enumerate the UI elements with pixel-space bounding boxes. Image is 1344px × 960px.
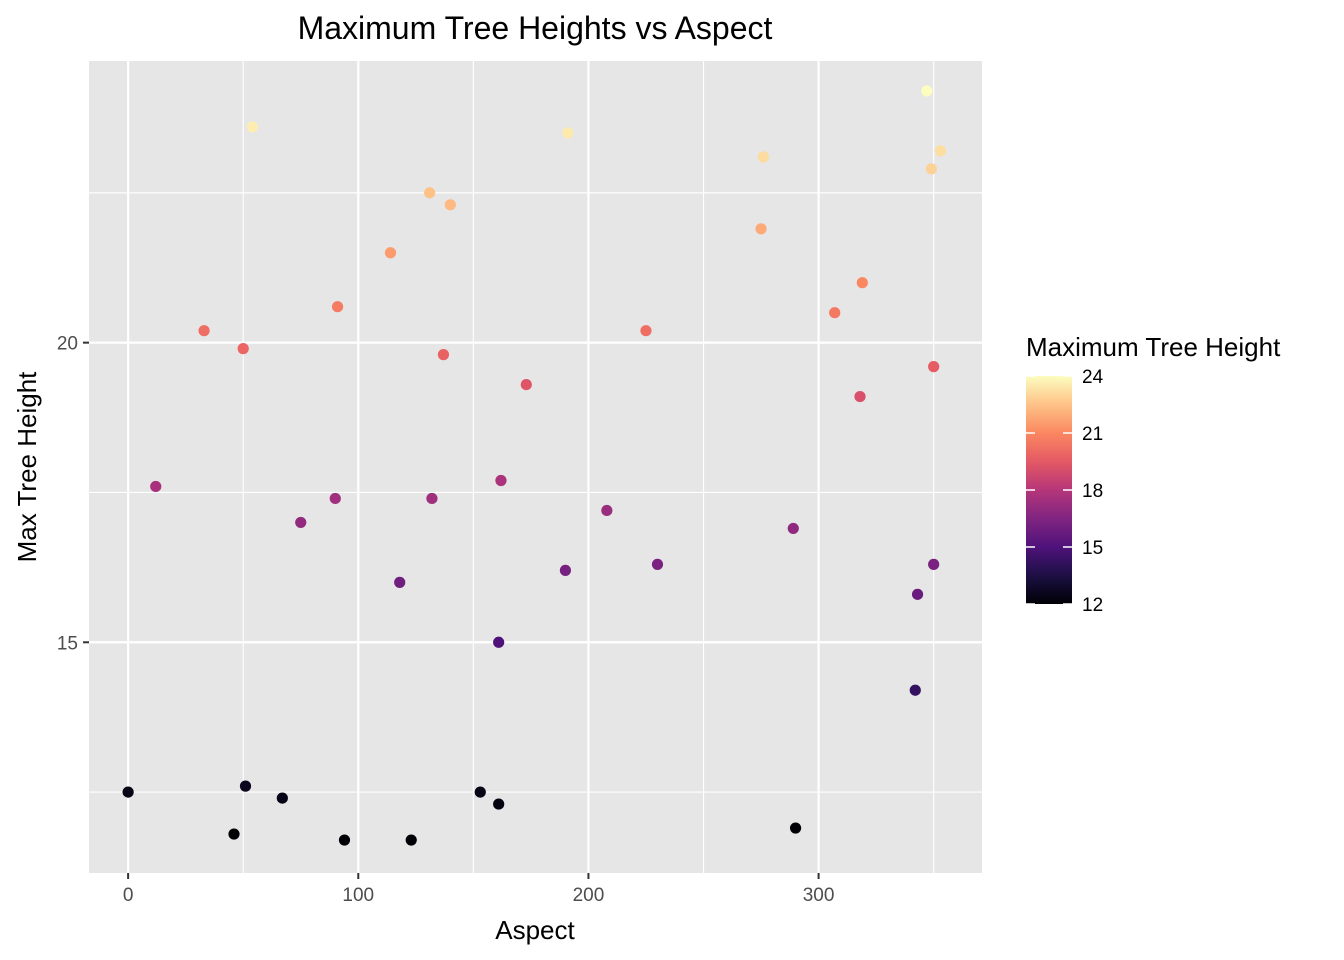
data-point [912, 589, 923, 600]
legend-label: 18 [1082, 481, 1103, 502]
data-point [493, 798, 504, 809]
legend-label: 21 [1082, 424, 1103, 445]
data-point [788, 523, 799, 534]
data-point [562, 127, 573, 138]
data-point [339, 834, 350, 845]
data-point [921, 85, 932, 96]
data-point [123, 786, 134, 797]
data-point [926, 163, 937, 174]
legend: Maximum Tree Height 24 21 18 15 12 [1026, 332, 1281, 616]
x-tick-label: 200 [573, 885, 605, 906]
data-point [495, 475, 506, 486]
legend-label: 15 [1082, 538, 1103, 559]
legend-title: Maximum Tree Height [1026, 332, 1281, 362]
data-point [857, 277, 868, 288]
data-point [385, 247, 396, 258]
data-point [240, 781, 251, 792]
y-axis-title: Max Tree Height [12, 371, 42, 563]
data-point [228, 828, 239, 839]
data-point [475, 786, 486, 797]
data-point [928, 559, 939, 570]
data-point [438, 349, 449, 360]
data-point [790, 822, 801, 833]
x-tick-label: 300 [803, 885, 835, 906]
y-tick-label: 15 [57, 633, 78, 654]
data-point [424, 187, 435, 198]
data-point [758, 151, 769, 162]
data-point [150, 481, 161, 492]
legend-label: 12 [1082, 595, 1103, 616]
data-point [394, 577, 405, 588]
data-point [652, 559, 663, 570]
data-point [640, 325, 651, 336]
data-point [755, 223, 766, 234]
plot-panel [89, 61, 982, 873]
data-point [445, 199, 456, 210]
x-axis-title: Aspect [495, 915, 575, 945]
data-point [935, 145, 946, 156]
data-point [601, 505, 612, 516]
data-point [332, 301, 343, 312]
data-point [493, 637, 504, 648]
data-point [247, 121, 258, 132]
data-point [277, 792, 288, 803]
chart-title: Maximum Tree Heights vs Aspect [298, 10, 773, 46]
data-point [330, 493, 341, 504]
data-point [829, 307, 840, 318]
x-tick-label: 0 [123, 885, 134, 906]
data-point [406, 834, 417, 845]
data-point [854, 391, 865, 402]
data-point [295, 517, 306, 528]
legend-label: 24 [1082, 367, 1104, 388]
data-point [521, 379, 532, 390]
data-point [426, 493, 437, 504]
data-point [910, 685, 921, 696]
data-point [560, 565, 571, 576]
x-axis: 0 100 200 300 [123, 873, 835, 906]
y-tick-label: 20 [57, 334, 78, 355]
data-point [928, 361, 939, 372]
x-tick-label: 100 [342, 885, 374, 906]
data-point [198, 325, 209, 336]
data-point [238, 343, 249, 354]
